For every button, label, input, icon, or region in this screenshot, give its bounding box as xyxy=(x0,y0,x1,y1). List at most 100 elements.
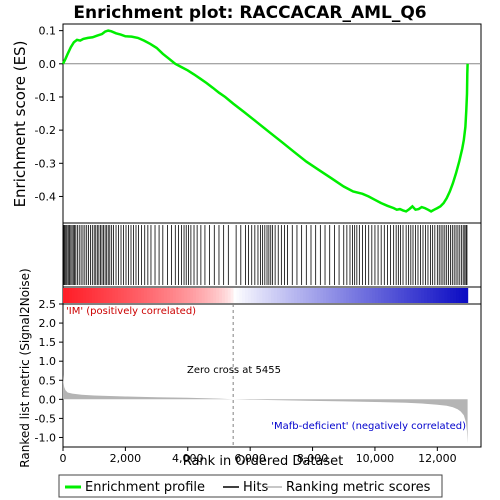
colorbar-segment xyxy=(441,288,446,303)
colorbar-segment xyxy=(273,288,278,303)
metric-ytick-label: -0.5 xyxy=(35,412,56,425)
colorbar-segment xyxy=(86,288,90,303)
colorbar-segment xyxy=(294,288,298,303)
colorbar-segment xyxy=(164,288,168,303)
colorbar-segment xyxy=(143,288,148,303)
colorbar-segment xyxy=(106,288,110,303)
colorbar-segment xyxy=(438,288,443,303)
legend-metric-label: Ranking metric scores xyxy=(286,480,431,495)
colorbar-segment xyxy=(302,288,307,303)
es-ylabel: Enrichment score (ES) xyxy=(11,41,29,208)
colorbar-segment xyxy=(149,288,154,303)
enrichment-score-panel: 0.1 0.0 -0.1 -0.2 -0.3 -0.4 Enrichment score … xyxy=(11,23,482,224)
metric-xtick-label: 10,000 xyxy=(356,452,395,465)
colorbar-segment xyxy=(404,288,408,303)
colorbar-segment xyxy=(389,288,394,303)
colorbar-segment xyxy=(123,288,128,303)
colorbar-segment xyxy=(372,288,376,303)
metric-ytick-label: 0.0 xyxy=(39,393,57,406)
colorbar-segment xyxy=(198,288,203,303)
colorbar-segment xyxy=(323,288,327,303)
colorbar-segment xyxy=(178,288,183,303)
colorbar-segment xyxy=(103,288,107,303)
es-ytick-label: 0.1 xyxy=(39,25,57,38)
colorbar-segment xyxy=(351,288,356,303)
colorbar-segment xyxy=(357,288,362,303)
colorbar-segment xyxy=(369,288,373,303)
colorbar-segment xyxy=(259,288,264,303)
colorbar-segment xyxy=(109,288,113,303)
colorbar-segment xyxy=(401,288,405,303)
colorbar-segment xyxy=(268,288,272,303)
colorbar-segment xyxy=(386,288,391,303)
chart-title: Enrichment plot: RACCACAR_AML_Q6 xyxy=(73,3,426,23)
colorbar-segment xyxy=(236,288,240,303)
colorbar-segment xyxy=(158,288,162,303)
colorbar-segment xyxy=(331,288,336,303)
colorbar-segment xyxy=(271,288,275,303)
colorbar-segment xyxy=(80,288,84,303)
colorbar-segment xyxy=(120,288,125,303)
colorbar-segment xyxy=(418,288,422,303)
colorbar-segment xyxy=(190,288,194,303)
colorbar-segment xyxy=(363,288,368,303)
legend: Enrichment profile Hits Ranking metric s… xyxy=(58,474,443,498)
colorbar-segment xyxy=(424,288,428,303)
colorbar-segment xyxy=(415,288,420,303)
colorbar-segment xyxy=(464,288,469,303)
colorbar-segment xyxy=(181,288,185,303)
colorbar-segment xyxy=(409,288,414,303)
colorbar-segment xyxy=(453,288,457,303)
colorbar-segment xyxy=(216,288,220,303)
colorbar-segment xyxy=(213,288,217,303)
metric-xtick-label: 12,000 xyxy=(418,452,457,465)
colorbar-segment xyxy=(447,288,451,303)
colorbar-segment xyxy=(161,288,165,303)
colorbar-segment xyxy=(233,288,237,303)
colorbar-segment xyxy=(172,288,177,303)
colorbar-segment xyxy=(219,288,223,303)
colorbar-segment xyxy=(89,288,93,303)
colorbar-segment xyxy=(210,288,214,303)
colorbar-segment xyxy=(383,288,388,303)
es-profile-line xyxy=(61,29,469,213)
colorbar-segment xyxy=(317,288,321,303)
colorbar-segment xyxy=(184,288,188,303)
metric-xtick-label: 2,000 xyxy=(110,452,142,465)
colorbar-segment xyxy=(297,288,301,303)
metric-xtick-label: 6,000 xyxy=(234,452,266,465)
ranked-metric-panel: 2.5 2.0 1.5 1.0 0.5 0.0 -0.5 -1.0 0 2,000 4,000 6,… xyxy=(18,268,482,469)
colorbar-segment xyxy=(245,288,249,303)
colorbar-segment xyxy=(392,288,396,303)
colorbar-segment xyxy=(279,288,284,303)
colorbar-segment xyxy=(146,288,151,303)
es-ytick-label: -0.4 xyxy=(35,190,56,203)
colorbar-segment xyxy=(311,288,316,303)
colorbar-segment xyxy=(456,288,460,303)
colorbar-segment xyxy=(427,288,431,303)
colorbar-segment xyxy=(325,288,330,303)
negative-correlation-label: 'Mafb-deficient' (negatively correlated) xyxy=(271,421,466,432)
colorbar-segment xyxy=(366,288,370,303)
colorbar-segment xyxy=(83,288,87,303)
colorbar-segment xyxy=(458,288,463,303)
colorbar-segment xyxy=(406,288,411,303)
colorbar-segment xyxy=(256,288,261,303)
es-ytick-label: -0.2 xyxy=(35,124,56,137)
colorbar-segment xyxy=(91,288,96,303)
colorbar-segment xyxy=(117,288,122,303)
colorbar-segment xyxy=(334,288,339,303)
colorbar-segment xyxy=(444,288,448,303)
colorbar-segment xyxy=(398,288,402,303)
colorbar-segment xyxy=(112,288,116,303)
colorbar-segment xyxy=(74,288,79,303)
colorbar-segment xyxy=(224,288,229,303)
metric-ytick-label: 2.5 xyxy=(39,298,57,311)
metric-ytick-label: 1.5 xyxy=(39,336,57,349)
colorbar-segment xyxy=(230,288,235,303)
colorbar-segment xyxy=(430,288,434,303)
colorbar-segment xyxy=(152,288,157,303)
colorbar-segment xyxy=(65,288,70,303)
colorbar-segment xyxy=(77,288,81,303)
colorbar-segment xyxy=(250,288,255,303)
